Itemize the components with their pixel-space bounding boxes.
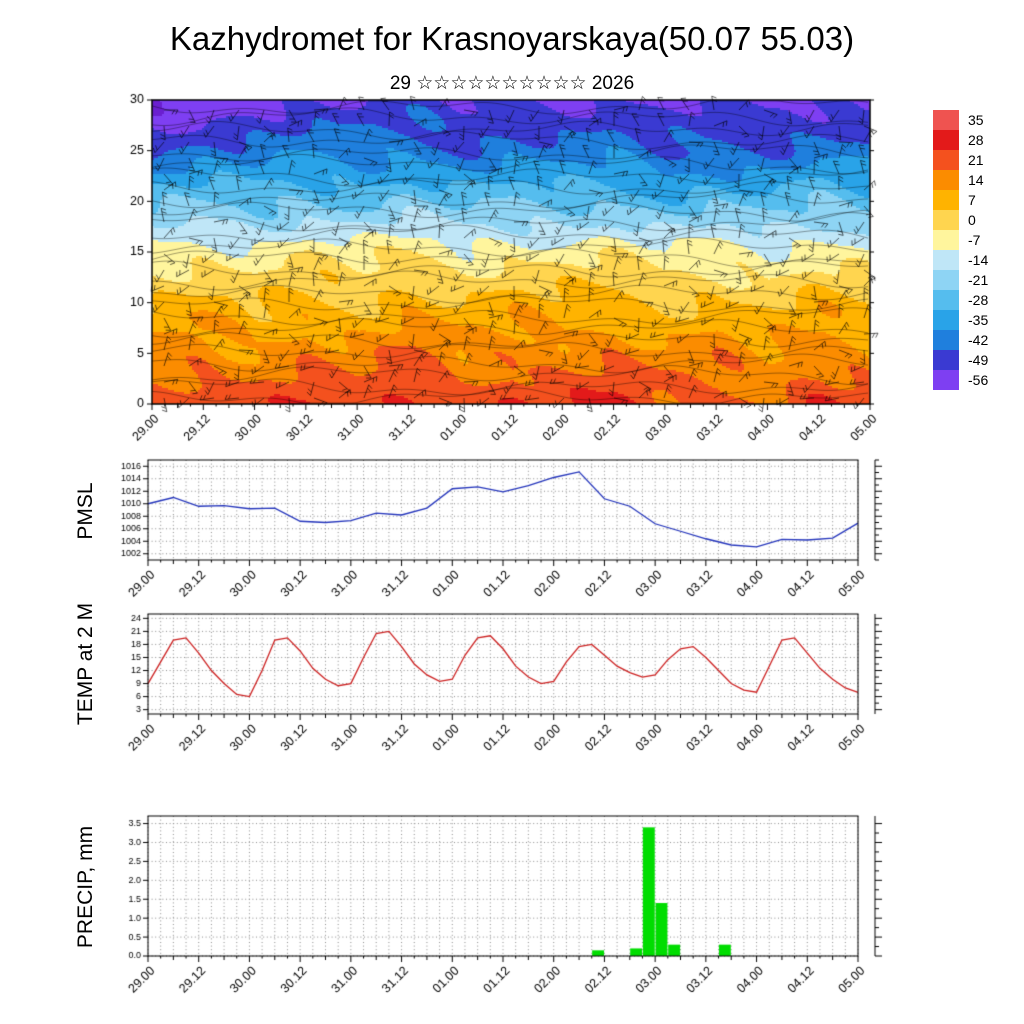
- colorbar-swatch: [933, 330, 959, 350]
- colorbar-label: 7: [968, 192, 976, 208]
- temperature-colorbar: 35 28 21 14 7 0 -7 -14 -21 -28 -35 -42 -49 -56: [933, 110, 988, 390]
- colorbar-row: -49: [933, 350, 988, 370]
- colorbar-label: 35: [968, 112, 984, 128]
- colorbar-row: 0: [933, 210, 988, 230]
- colorbar-swatch: [933, 250, 959, 270]
- colorbar-swatch: [933, 190, 959, 210]
- colorbar-swatch: [933, 270, 959, 290]
- colorbar-label: -56: [968, 372, 989, 388]
- colorbar-row: 28: [933, 130, 988, 150]
- colorbar-swatch: [933, 370, 959, 390]
- colorbar-swatch: [933, 130, 959, 150]
- colorbar-row: -21: [933, 270, 988, 290]
- colorbar-swatch: [933, 170, 959, 190]
- colorbar-label: 21: [968, 152, 984, 168]
- colorbar-label: 14: [968, 172, 984, 188]
- colorbar-row: 7: [933, 190, 988, 210]
- colorbar-row: -56: [933, 370, 988, 390]
- colorbar-label: -49: [968, 352, 989, 368]
- colorbar-swatch: [933, 350, 959, 370]
- colorbar-label: -21: [968, 272, 989, 288]
- colorbar-label: 0: [968, 212, 976, 228]
- colorbar-row: -14: [933, 250, 988, 270]
- page-title: Kazhydromet for Krasnoyarskaya(50.07 55.…: [169, 20, 855, 57]
- colorbar-label: 28: [968, 132, 984, 148]
- colorbar-swatch: [933, 150, 959, 170]
- colorbar-swatch: [933, 110, 959, 130]
- colorbar-label: -28: [968, 292, 989, 308]
- colorbar-label: -14: [968, 252, 989, 268]
- colorbar-row: 14: [933, 170, 988, 190]
- temp-chart: [95, 604, 905, 762]
- colorbar-row: -7: [933, 230, 988, 250]
- colorbar-row: -28: [933, 290, 988, 310]
- pmsl-chart: [95, 450, 905, 608]
- colorbar-swatch: [933, 230, 959, 250]
- colorbar-label: -35: [968, 312, 989, 328]
- colorbar-row: 21: [933, 150, 988, 170]
- colorbar-row: -42: [933, 330, 988, 350]
- colorbar-swatch: [933, 210, 959, 230]
- colorbar-label: -42: [968, 332, 989, 348]
- colorbar-swatch: [933, 310, 959, 330]
- cross-section-chart: [105, 93, 905, 465]
- date-subtitle: 29 ☆☆☆☆☆☆☆☆☆☆ 2026: [389, 73, 635, 94]
- colorbar-swatch: [933, 290, 959, 310]
- colorbar-row: 35: [933, 110, 988, 130]
- colorbar-label: -7: [968, 232, 981, 248]
- colorbar-row: -35: [933, 310, 988, 330]
- precip-chart: [95, 806, 905, 1018]
